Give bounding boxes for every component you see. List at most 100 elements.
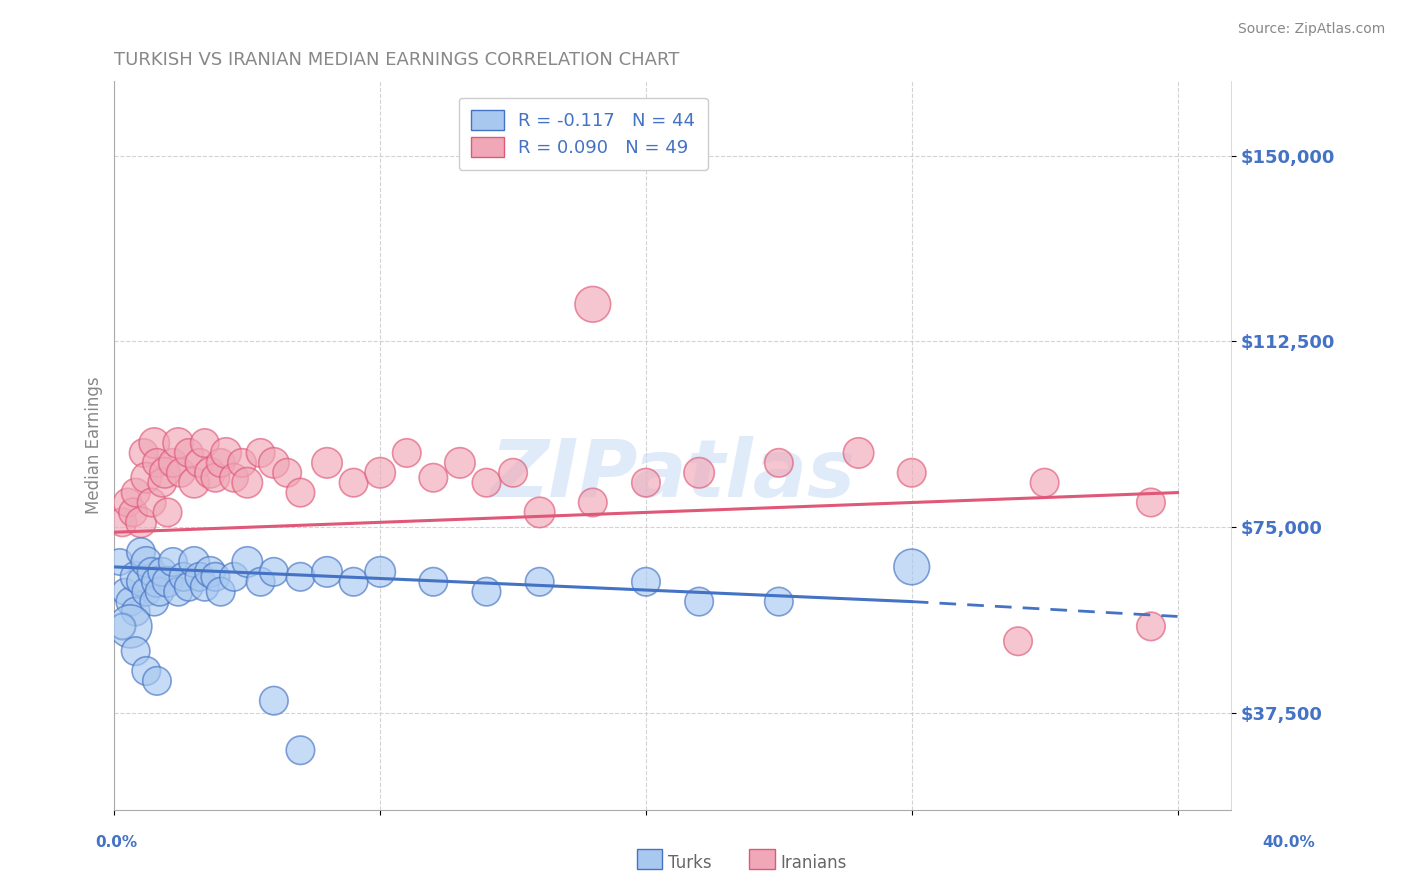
Point — [143, 436, 166, 450]
Point — [290, 743, 312, 757]
Text: TURKISH VS IRANIAN MEDIAN EARNINGS CORRELATION CHART: TURKISH VS IRANIAN MEDIAN EARNINGS CORRE… — [114, 51, 679, 69]
Point — [236, 475, 259, 490]
Point — [135, 664, 157, 678]
Point — [120, 594, 142, 608]
Point — [236, 555, 259, 569]
Point — [263, 694, 285, 708]
Point — [111, 619, 134, 633]
Point — [156, 574, 179, 589]
Point — [204, 570, 226, 584]
Point — [177, 580, 200, 594]
Text: Iranians: Iranians — [780, 854, 846, 871]
Point — [502, 466, 524, 480]
Legend: R = -0.117   N = 44, R = 0.090   N = 49: R = -0.117 N = 44, R = 0.090 N = 49 — [458, 97, 707, 170]
Point — [129, 516, 152, 530]
Point — [150, 565, 173, 579]
Point — [141, 495, 163, 509]
Point — [263, 456, 285, 470]
Point — [475, 475, 498, 490]
Point — [342, 574, 364, 589]
Point — [263, 565, 285, 579]
Point — [276, 466, 298, 480]
Point — [146, 673, 169, 688]
Point — [146, 456, 169, 470]
Point — [114, 584, 136, 599]
Point — [209, 456, 232, 470]
Point — [162, 456, 184, 470]
Point — [146, 574, 169, 589]
Point — [167, 584, 190, 599]
Point — [582, 297, 605, 311]
Point — [143, 594, 166, 608]
Point — [141, 565, 163, 579]
Text: Turks: Turks — [668, 854, 711, 871]
FancyBboxPatch shape — [749, 849, 775, 869]
Point — [170, 466, 193, 480]
Point — [222, 570, 245, 584]
Text: ZIPatlas: ZIPatlas — [491, 435, 855, 514]
Point — [634, 574, 657, 589]
Point — [582, 495, 605, 509]
Point — [135, 555, 157, 569]
Point — [231, 456, 253, 470]
Point — [900, 560, 922, 574]
Point — [129, 574, 152, 589]
Point — [449, 456, 471, 470]
Point — [768, 456, 790, 470]
Point — [634, 475, 657, 490]
Point — [177, 446, 200, 460]
Point — [122, 505, 145, 519]
Point — [1140, 619, 1163, 633]
Point — [529, 574, 551, 589]
Point — [1007, 634, 1029, 648]
Point — [422, 471, 444, 485]
Point — [198, 565, 221, 579]
Point — [342, 475, 364, 490]
Point — [1140, 495, 1163, 509]
Point — [173, 570, 195, 584]
Point — [475, 584, 498, 599]
Point — [249, 574, 271, 589]
Point — [124, 644, 146, 658]
Point — [162, 555, 184, 569]
Point — [316, 456, 339, 470]
Point — [194, 580, 217, 594]
Point — [150, 475, 173, 490]
Point — [198, 466, 221, 480]
Point — [117, 495, 139, 509]
Point — [316, 565, 339, 579]
Point — [368, 466, 391, 480]
Point — [132, 446, 155, 460]
Point — [129, 545, 152, 559]
Point — [368, 565, 391, 579]
Point — [1033, 475, 1056, 490]
Point — [529, 505, 551, 519]
Point — [149, 584, 172, 599]
FancyBboxPatch shape — [637, 849, 662, 869]
Text: 0.0%: 0.0% — [96, 836, 138, 850]
Point — [222, 471, 245, 485]
Point — [768, 594, 790, 608]
Point — [153, 466, 176, 480]
Point — [848, 446, 870, 460]
Point — [188, 570, 211, 584]
Point — [209, 584, 232, 599]
Point — [124, 605, 146, 619]
Point — [135, 584, 157, 599]
Point — [395, 446, 418, 460]
Point — [111, 516, 134, 530]
Point — [120, 619, 142, 633]
Point — [135, 471, 157, 485]
Point — [249, 446, 271, 460]
Point — [156, 505, 179, 519]
Point — [290, 485, 312, 500]
Point — [290, 570, 312, 584]
Text: Source: ZipAtlas.com: Source: ZipAtlas.com — [1237, 22, 1385, 37]
Point — [183, 475, 205, 490]
Point — [215, 446, 238, 460]
Point — [688, 466, 710, 480]
Point — [124, 570, 146, 584]
Text: 40.0%: 40.0% — [1261, 836, 1315, 850]
Point — [124, 485, 146, 500]
Point — [167, 436, 190, 450]
